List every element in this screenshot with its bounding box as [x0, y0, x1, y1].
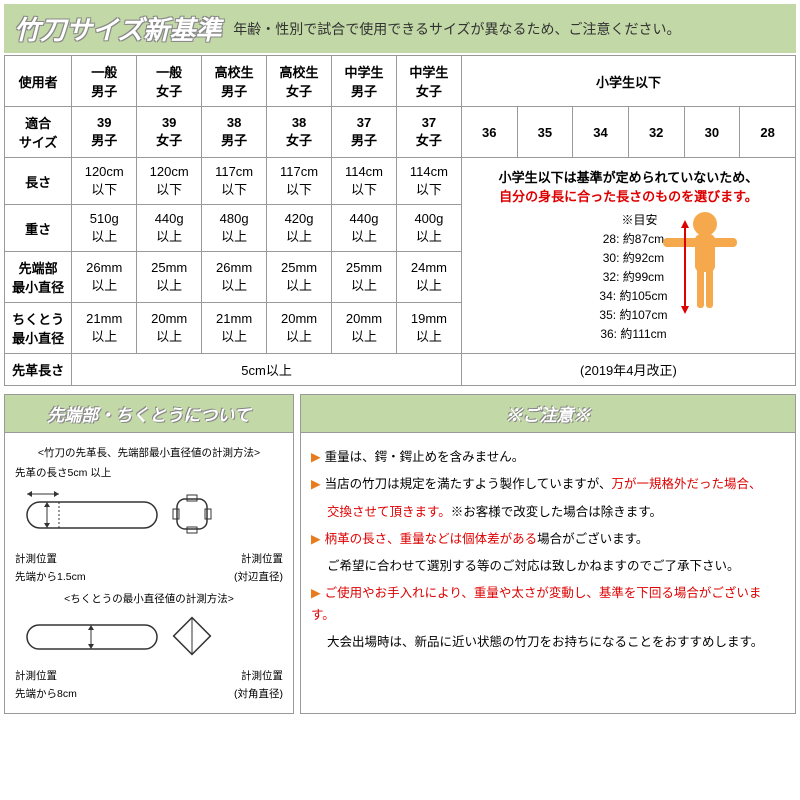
rowlabel-size: 適合 サイズ	[5, 107, 72, 158]
elem-panel: 小学生以下は基準が定められていないため、 自分の身長に合った長さのものを選びます…	[461, 158, 795, 354]
caution-note: 大会出場時は、新品に近い状態の竹刀をお持ちになることをおすすめします。	[311, 632, 785, 653]
user-5: 中学生 女子	[396, 56, 461, 107]
diag-sub-1a: 先革の長さ5cm 以上	[15, 465, 283, 483]
guide-5: 36: 約111cm	[475, 325, 792, 342]
bullet-icon: ▶	[311, 450, 321, 464]
bullet-icon: ▶	[311, 532, 321, 546]
right-panel-title: ※ご注意※	[301, 395, 795, 433]
esize-4: 30	[684, 107, 740, 158]
shinai-chikuto-diagram	[19, 611, 159, 661]
user-4: 中学生 男子	[332, 56, 397, 107]
tip-3: 25mm 以上	[267, 252, 332, 303]
size-5: 37 女子	[396, 107, 461, 158]
caution-note: ▶ご使用やお手入れにより、重量や太さが変動し、基準を下回る場合がございます。	[311, 583, 785, 626]
wt-1: 440g 以上	[137, 205, 202, 252]
bullet-icon: ▶	[311, 477, 321, 491]
title-sub: 年齢・性別で試合で使用できるサイズが異なるため、ご注意ください。	[233, 19, 680, 39]
elem-note2: 自分の身長に合った長さのものを選びます。	[465, 186, 792, 205]
cross-section-2	[167, 611, 217, 661]
ch-4: 20mm 以上	[332, 303, 397, 354]
esize-3: 32	[628, 107, 684, 158]
wt-3: 420g 以上	[267, 205, 332, 252]
esize-2: 34	[573, 107, 629, 158]
user-1: 一般 女子	[137, 56, 202, 107]
page: 竹刀サイズ新基準 年齢・性別で試合で使用できるサイズが異なるため、ご注意ください…	[0, 0, 800, 718]
rowlabel-user: 使用者	[5, 56, 72, 107]
elem-header: 小学生以下	[461, 56, 795, 107]
len-0: 120cm 以下	[72, 158, 137, 205]
sakigawa-val: 5cm以上	[72, 354, 462, 386]
left-panel-title: 先端部・ちくとうについて	[5, 395, 293, 433]
row-length: 長さ 120cm 以下 120cm 以下 117cm 以下 117cm 以下 1…	[5, 158, 796, 205]
size-2: 38 男子	[202, 107, 267, 158]
diag-caption-2: <ちくとうの最小直径値の計測方法>	[15, 591, 283, 609]
panel-tip-info: 先端部・ちくとうについて <竹刀の先革長、先端部最小直径値の計測方法> 先革の長…	[4, 394, 294, 714]
ch-2: 21mm 以上	[202, 303, 267, 354]
user-2: 高校生 男子	[202, 56, 267, 107]
esize-0: 36	[461, 107, 517, 158]
esize-5: 28	[740, 107, 796, 158]
cross-section-1	[167, 489, 217, 539]
user-0: 一般 男子	[72, 56, 137, 107]
panel-caution: ※ご注意※ ▶重量は、鍔・鍔止めを含みません。 ▶当店の竹刀は規定を満たすよう製作…	[300, 394, 796, 714]
ch-0: 21mm 以上	[72, 303, 137, 354]
caution-note: ▶当店の竹刀は規定を満たすよう製作していますが、万が一規格外だった場合、	[311, 474, 785, 495]
tip-4: 25mm 以上	[332, 252, 397, 303]
bullet-icon: ▶	[311, 586, 321, 600]
rowlabel-tip: 先端部 最小直径	[5, 252, 72, 303]
user-3: 高校生 女子	[267, 56, 332, 107]
caution-note: ▶重量は、鍔・鍔止めを含みません。	[311, 447, 785, 468]
left-panel-body: <竹刀の先革長、先端部最小直径値の計測方法> 先革の長さ5cm 以上	[5, 433, 293, 713]
size-1: 39 女子	[137, 107, 202, 158]
caution-note: 交換させて頂きます。※お客様で改変した場合は除きます。	[311, 502, 785, 523]
diag-sub-2b: 計測位置 (対角直径)	[234, 668, 283, 704]
ch-3: 20mm 以上	[267, 303, 332, 354]
len-1: 120cm 以下	[137, 158, 202, 205]
size-4: 37 男子	[332, 107, 397, 158]
shinai-tip-diagram	[19, 484, 159, 544]
rowlabel-weight: 重さ	[5, 205, 72, 252]
tip-5: 24mm 以上	[396, 252, 461, 303]
elem-date: (2019年4月改正)	[461, 354, 795, 386]
tip-2: 26mm 以上	[202, 252, 267, 303]
rowlabel-sakigawa: 先革長さ	[5, 354, 72, 386]
diag-sub-1b: 計測位置 先端から1.5cm	[15, 551, 86, 587]
row-users: 使用者 一般 男子 一般 女子 高校生 男子 高校生 女子 中学生 男子 中学生…	[5, 56, 796, 107]
rowlabel-chikuto: ちくとう 最小直径	[5, 303, 72, 354]
size-table: 使用者 一般 男子 一般 女子 高校生 男子 高校生 女子 中学生 男子 中学生…	[4, 55, 796, 386]
right-panel-body: ▶重量は、鍔・鍔止めを含みません。 ▶当店の竹刀は規定を満たすよう製作していますが…	[301, 433, 795, 667]
len-3: 117cm 以下	[267, 158, 332, 205]
bottom-panels: 先端部・ちくとうについて <竹刀の先革長、先端部最小直径値の計測方法> 先革の長…	[4, 394, 796, 714]
diagram-1	[15, 484, 283, 544]
caution-note: ご希望に合わせて選別する等のご対応は致しかねますのでご了承下さい。	[311, 556, 785, 577]
len-2: 117cm 以下	[202, 158, 267, 205]
row-sakigawa: 先革長さ 5cm以上 (2019年4月改正)	[5, 354, 796, 386]
len-4: 114cm 以下	[332, 158, 397, 205]
wt-4: 440g 以上	[332, 205, 397, 252]
diag-sub-2a: 計測位置 先端から8cm	[15, 668, 77, 704]
title-main: 竹刀サイズ新基準	[14, 10, 221, 47]
guide-title: ※目安	[487, 211, 792, 228]
ch-5: 19mm 以上	[396, 303, 461, 354]
wt-5: 400g 以上	[396, 205, 461, 252]
rowlabel-length: 長さ	[5, 158, 72, 205]
caution-note: ▶柄革の長さ、重量などは個体差がある場合がございます。	[311, 529, 785, 550]
len-5: 114cm 以下	[396, 158, 461, 205]
diagram-2	[15, 611, 283, 661]
size-0: 39 男子	[72, 107, 137, 158]
tip-0: 26mm 以上	[72, 252, 137, 303]
esize-1: 35	[517, 107, 573, 158]
person-icon	[655, 208, 745, 318]
diag-sub-1c: 計測位置 (対辺直径)	[234, 551, 283, 587]
tip-1: 25mm 以上	[137, 252, 202, 303]
elem-note1: 小学生以下は基準が定められていないため、	[465, 167, 792, 186]
title-bar: 竹刀サイズ新基準 年齢・性別で試合で使用できるサイズが異なるため、ご注意ください…	[4, 4, 796, 53]
wt-0: 510g 以上	[72, 205, 137, 252]
wt-2: 480g 以上	[202, 205, 267, 252]
ch-1: 20mm 以上	[137, 303, 202, 354]
diag-caption-1: <竹刀の先革長、先端部最小直径値の計測方法>	[15, 445, 283, 463]
size-3: 38 女子	[267, 107, 332, 158]
row-sizes: 適合 サイズ 39 男子 39 女子 38 男子 38 女子 37 男子 37 …	[5, 107, 796, 158]
